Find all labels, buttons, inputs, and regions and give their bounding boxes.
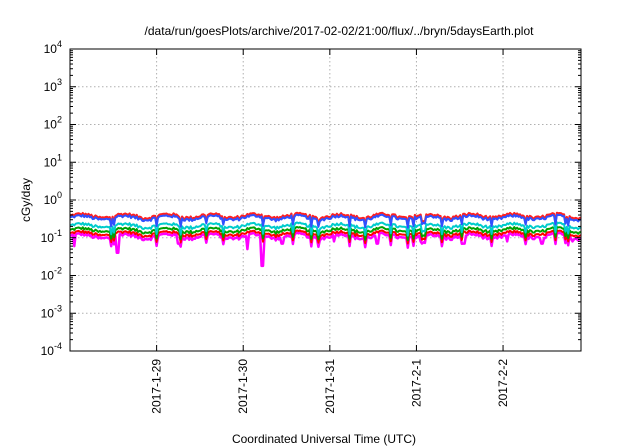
y-axis-label: cGy/day: [19, 178, 33, 222]
y-tick-base: 10: [44, 155, 58, 169]
series-line: [69, 211, 582, 227]
y-tick-exponent: 0: [57, 190, 62, 200]
series-line: [69, 213, 582, 229]
y-tick-base: 10: [41, 269, 55, 283]
y-tick-exponent: -4: [54, 341, 62, 351]
y-tick-base: 10: [41, 231, 55, 245]
y-tick-exponent: 2: [57, 115, 62, 125]
y-tick-label: 101: [44, 152, 62, 169]
y-tick-exponent: -2: [54, 266, 62, 276]
y-tick-exponent: -1: [54, 228, 62, 238]
y-tick-label: 104: [44, 39, 62, 56]
x-tick-label: 2017-2-1: [409, 359, 423, 407]
x-axis-label: Coordinated Universal Time (UTC): [232, 432, 416, 446]
y-tick-label: 10-1: [41, 228, 62, 245]
y-tick-label: 102: [44, 115, 62, 132]
x-tick-label: 2017-1-31: [323, 359, 337, 414]
y-tick-base: 10: [44, 118, 58, 132]
chart-title: /data/run/goesPlots/archive/2017-02-02/2…: [145, 24, 535, 38]
y-tick-base: 10: [41, 306, 55, 320]
series-group: [69, 211, 582, 268]
y-tick-base: 10: [44, 42, 58, 56]
y-tick-base: 10: [41, 344, 55, 358]
x-axis-ticks: 2017-1-29 2017-1-30 2017-1-31 2017-2-1 2017-…: [150, 49, 510, 414]
x-tick-label: 2017-1-30: [236, 359, 250, 414]
y-tick-label: 103: [44, 77, 62, 94]
y-tick-base: 10: [44, 80, 58, 94]
series-line: [69, 221, 582, 237]
y-tick-base: 10: [44, 193, 58, 207]
x-tick-label: 2017-1-29: [150, 359, 164, 414]
y-tick-exponent: 1: [57, 152, 62, 162]
grid-lines: [70, 49, 581, 351]
y-tick-label: 10-4: [41, 341, 62, 358]
y-tick-exponent: 3: [57, 77, 62, 87]
y-tick-exponent: 4: [57, 39, 62, 49]
x-tick-label: 2017-2-2: [496, 359, 510, 407]
y-tick-label: 100: [44, 190, 62, 207]
y-tick-exponent: -3: [54, 303, 62, 313]
y-tick-label: 10-3: [41, 303, 62, 320]
y-tick-label: 10-2: [41, 266, 62, 283]
